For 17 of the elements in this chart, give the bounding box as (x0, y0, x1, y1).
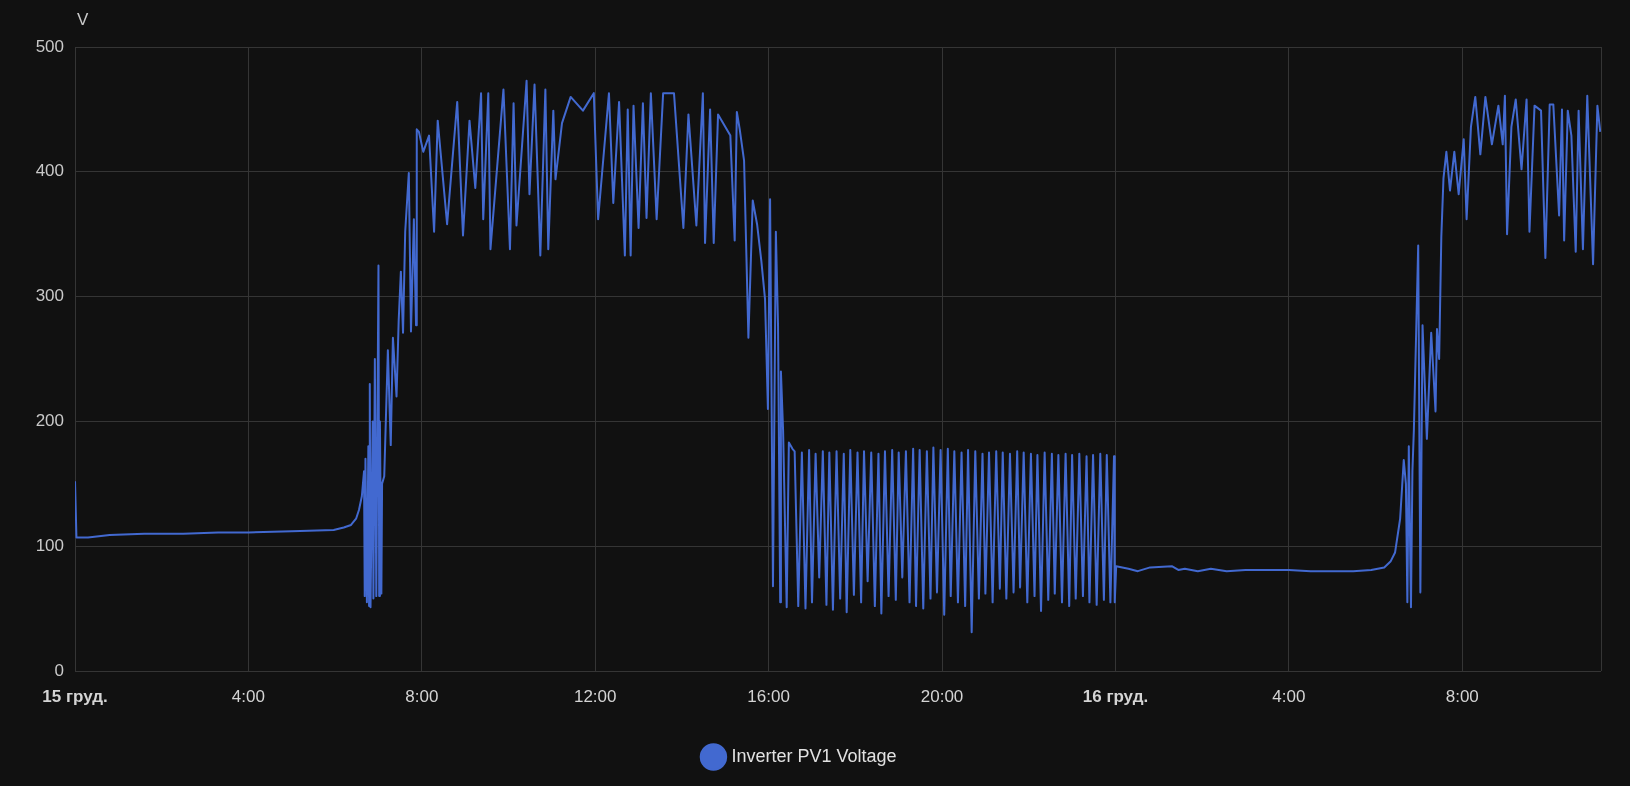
y-tick-label: 100 (35, 535, 64, 555)
y-tick-label: 300 (35, 286, 64, 306)
x-tick-label: 8:00 (405, 686, 439, 706)
y-tick-label: 500 (35, 36, 64, 56)
x-tick-label: 15 груд. (42, 686, 108, 706)
x-tick-label: 16:00 (747, 686, 790, 706)
x-tick-label: 20:00 (920, 686, 964, 706)
y-tick-label: 200 (35, 411, 64, 431)
x-tick-label: 8:00 (1445, 686, 1479, 706)
x-tick-label: 4:00 (231, 686, 265, 706)
x-tick-label: 4:00 (1272, 686, 1306, 706)
legend-label: Inverter PV1 Voltage (731, 745, 897, 766)
y-tick-label: 400 (35, 161, 64, 181)
y-tick-label: 0 (54, 660, 64, 680)
y-axis-title: V (77, 9, 89, 29)
x-tick-label: 16 груд. (1082, 686, 1149, 706)
x-tick-label: 12:00 (573, 686, 617, 706)
